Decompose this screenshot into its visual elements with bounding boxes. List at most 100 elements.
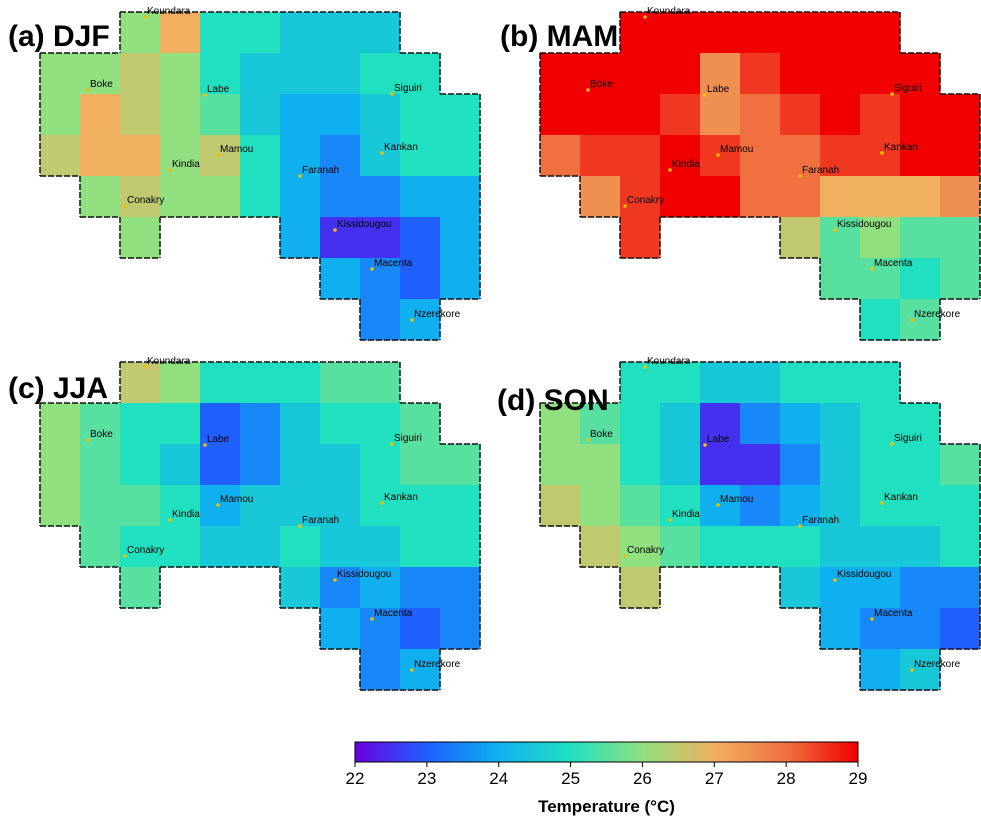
city-dot: [410, 318, 414, 322]
grid-cell: [160, 403, 201, 445]
colorbar-tick-label: 22: [346, 769, 365, 788]
grid-cell: [80, 526, 121, 568]
city-dot: [390, 92, 394, 96]
city-label: Boke: [90, 79, 113, 90]
grid-cell: [740, 526, 781, 568]
grid-cell: [700, 485, 741, 527]
grid-cell: [440, 444, 481, 486]
grid-cell: [360, 362, 401, 404]
grid-cell: [280, 217, 321, 259]
grid-cell: [620, 444, 661, 486]
grid-cell: [240, 485, 281, 527]
grid-cell: [860, 12, 901, 54]
city-label: Mamou: [720, 494, 753, 505]
grid-cell: [320, 485, 361, 527]
city-dot: [370, 267, 374, 271]
city-dot: [168, 518, 172, 522]
grid-cell: [360, 608, 401, 650]
grid-cell: [280, 567, 321, 609]
grid-cell: [360, 217, 401, 259]
city-dot: [880, 151, 884, 155]
city-dot: [668, 518, 672, 522]
grid-cell: [360, 53, 401, 95]
panel-label: (c) JJA: [8, 372, 108, 405]
grid-cell: [400, 258, 441, 300]
grid-cell: [360, 649, 401, 691]
city-label: Siguiri: [394, 83, 422, 94]
grid-cell: [700, 526, 741, 568]
grid-cell: [400, 444, 441, 486]
grid-cell: [700, 12, 741, 54]
grid-cell: [440, 217, 481, 259]
grid-cell: [120, 567, 161, 609]
city-label: Koundara: [147, 356, 191, 367]
grid-cell: [440, 176, 481, 218]
city-dot: [216, 153, 220, 157]
grid-cell: [320, 217, 361, 259]
grid-cell: [900, 649, 941, 691]
city-label: Kissidougou: [837, 219, 891, 230]
city-label: Kissidougou: [337, 569, 391, 580]
grid-cell: [120, 94, 161, 136]
city-dot: [703, 443, 707, 447]
grid-cell: [440, 608, 481, 650]
grid-cell: [160, 53, 201, 95]
city-dot: [643, 15, 647, 19]
city-label: Labe: [207, 434, 230, 445]
grid-cell: [200, 94, 241, 136]
grid-cell: [660, 485, 701, 527]
city-label: Labe: [707, 434, 730, 445]
grid-cell: [700, 362, 741, 404]
city-label: Conakry: [127, 545, 164, 556]
colorbar-tick-label: 27: [705, 769, 724, 788]
grid-cell: [620, 567, 661, 609]
grid-cell: [940, 94, 981, 136]
grid-cell: [200, 362, 241, 404]
city-dot: [86, 438, 90, 442]
colorbar-tick-label: 28: [777, 769, 796, 788]
city-label: Kindia: [672, 159, 700, 170]
grid-cell: [740, 444, 781, 486]
grid-cell: [940, 485, 981, 527]
grid-cell: [700, 135, 741, 177]
grid-cell: [40, 485, 81, 527]
city-dot: [668, 168, 672, 172]
grid-cell: [80, 53, 121, 95]
grid-cell: [440, 258, 481, 300]
grid-cell: [660, 526, 701, 568]
grid-cell: [740, 135, 781, 177]
grid-cell: [120, 217, 161, 259]
grid-cell: [620, 403, 661, 445]
city-label: Siguiri: [394, 433, 422, 444]
grid-cell: [780, 567, 821, 609]
grid-cell: [400, 403, 441, 445]
grid-cell: [120, 485, 161, 527]
city-label: Kankan: [384, 142, 418, 153]
colorbar-tick-label: 25: [561, 769, 580, 788]
grid-cell: [40, 403, 81, 445]
grid-cell: [780, 94, 821, 136]
grid-cell: [200, 176, 241, 218]
grid-cell: [780, 12, 821, 54]
grid-cell: [440, 485, 481, 527]
grid-cell: [940, 526, 981, 568]
grid-cell: [780, 403, 821, 445]
grid-cell: [160, 12, 201, 54]
grid-cell: [320, 94, 361, 136]
grid-cell: [740, 94, 781, 136]
city-label: Faranah: [802, 515, 839, 526]
grid-cell: [360, 403, 401, 445]
grid-cell: [80, 403, 121, 445]
city-dot: [870, 267, 874, 271]
grid-cell: [660, 444, 701, 486]
city-label: Nzerekore: [414, 659, 461, 670]
country-border: [539, 11, 981, 341]
city-dot: [298, 174, 302, 178]
grid-cell: [900, 217, 941, 259]
city-label: Mamou: [220, 494, 253, 505]
city-dot: [716, 503, 720, 507]
grid-cell: [620, 53, 661, 95]
grid-cell: [160, 362, 201, 404]
city-label: Boke: [590, 79, 613, 90]
